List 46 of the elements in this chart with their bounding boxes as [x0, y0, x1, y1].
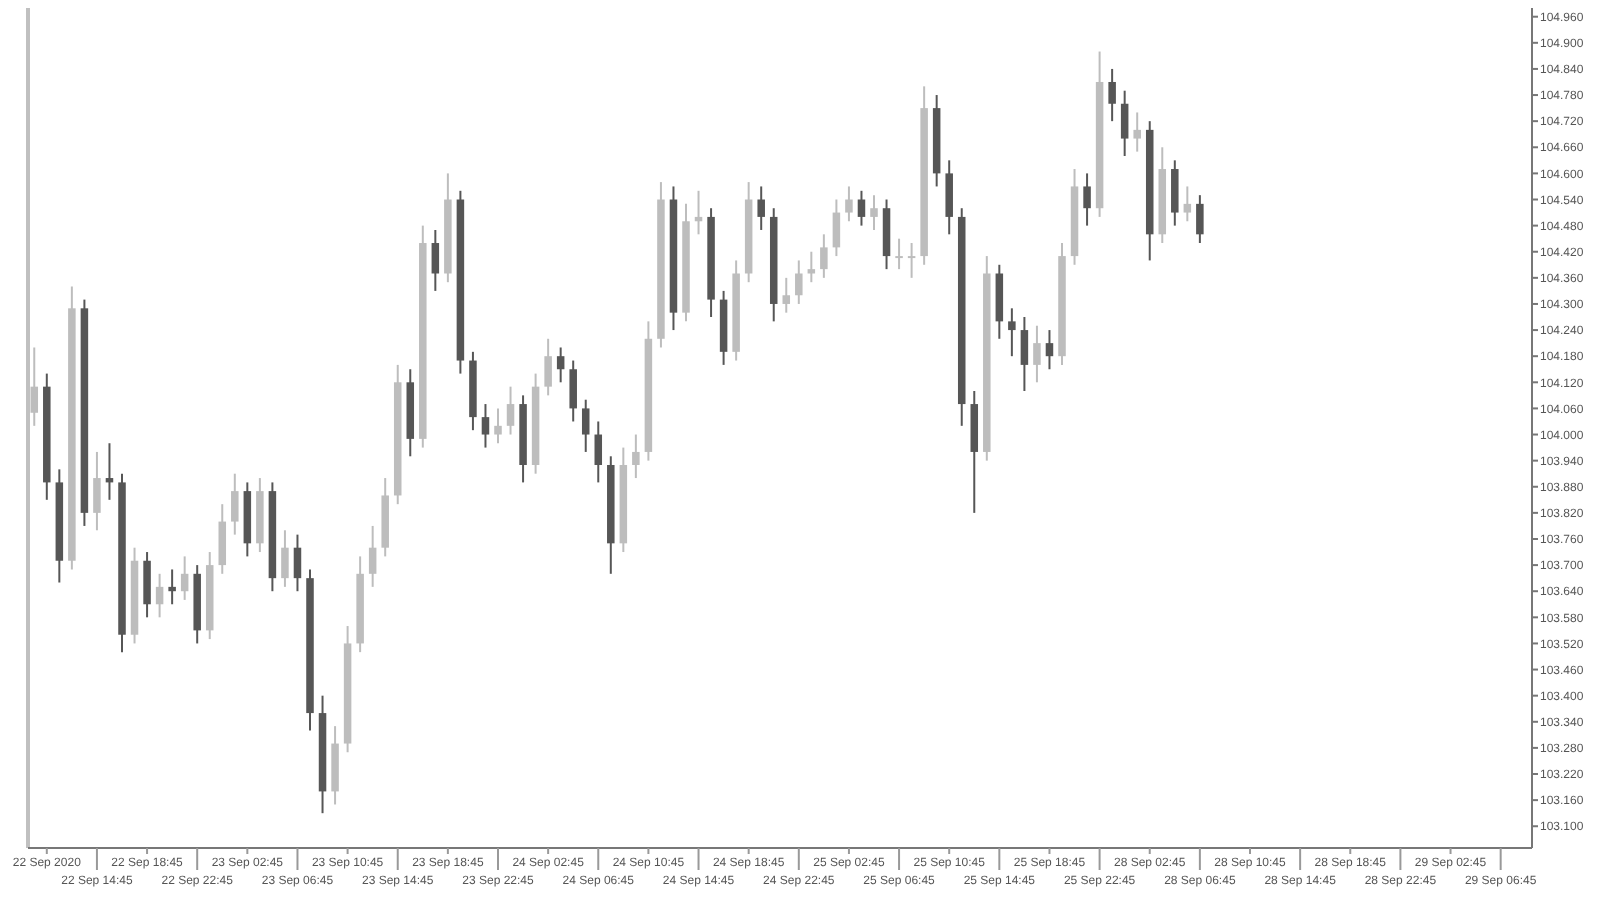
candlestick [795, 259, 803, 305]
candlestick [168, 568, 176, 606]
candlestick [481, 403, 490, 449]
candlestick [895, 237, 903, 271]
candlestick [870, 194, 878, 231]
candlestick [569, 359, 577, 423]
candlestick [293, 533, 302, 593]
candlestick [556, 346, 565, 384]
candlestick [832, 198, 841, 258]
candlestick [331, 725, 339, 806]
candlestick [857, 189, 866, 227]
candlestick [1120, 89, 1129, 157]
candlestick [1045, 329, 1054, 371]
candlestick [143, 551, 151, 619]
candlestick [594, 420, 603, 484]
candlestick [1171, 159, 1179, 227]
candlestick [995, 263, 1004, 340]
candlestick [1196, 194, 1204, 245]
candlestick [782, 276, 791, 314]
candlestick [632, 433, 640, 480]
candlestick [1183, 185, 1192, 223]
candlestick [945, 159, 953, 236]
candlestick [494, 407, 502, 445]
candlestick [368, 524, 377, 588]
candlestick [820, 233, 828, 279]
candlestick [882, 198, 891, 271]
candlestick [231, 472, 239, 536]
candlestick [845, 185, 853, 223]
candlestick [1033, 324, 1041, 384]
candlestick [581, 398, 590, 453]
candlestick [93, 450, 101, 532]
candlestick [1108, 67, 1116, 123]
candlestick [1083, 172, 1091, 227]
candlestick [431, 228, 440, 292]
candlestick [155, 572, 164, 619]
candlestick [1133, 111, 1141, 153]
candlestick [506, 385, 515, 436]
candlestick [1008, 307, 1016, 358]
candlestick [218, 503, 227, 575]
candlestick [544, 337, 552, 397]
candlestick [970, 390, 979, 514]
candlestick [1020, 316, 1029, 393]
candlestick [907, 242, 916, 279]
candlestick [281, 529, 289, 588]
candlestick [757, 185, 765, 231]
candlestick [180, 555, 189, 601]
